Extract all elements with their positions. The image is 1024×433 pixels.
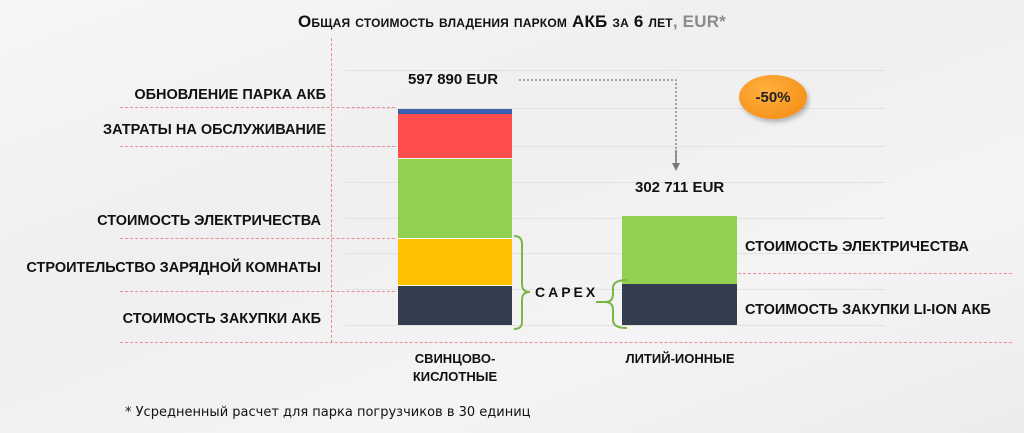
gridline — [345, 146, 885, 147]
footnote: * Усредненный расчет для парка погрузчик… — [125, 405, 531, 420]
gridline — [345, 253, 885, 254]
bar-segment-battery-renewal — [398, 109, 512, 114]
capex-label: CAPEX — [535, 284, 599, 300]
gridline — [345, 218, 885, 219]
total-lead-acid: 597 890 EUR — [408, 71, 499, 88]
separator-line — [120, 238, 395, 239]
category-lead-acid: СВИНЦОВО- КИСЛОТНЫЕ — [400, 350, 510, 386]
bar-segment-battery-purchase — [398, 286, 512, 325]
separator-line — [120, 146, 395, 147]
label-electricity: СТОИМОСТЬ ЭЛЕКТРИЧЕСТВА — [97, 213, 321, 229]
vertical-guide-line — [331, 38, 332, 343]
bar-segment-electricity — [622, 216, 737, 284]
separator-line — [738, 273, 1012, 274]
gridline — [345, 182, 885, 183]
gridline — [345, 108, 885, 109]
capex-bracket-right — [604, 279, 628, 329]
label-charging-room: СТРОИТЕЛЬСТВО ЗАРЯДНОЙ КОМНАТЫ — [26, 260, 321, 276]
dotted-arrow-icon — [519, 79, 680, 171]
label-maintenance: ЗАТРАТЫ НА ОБСЛУЖИВАНИЕ — [102, 122, 326, 138]
category-li-ion: ЛИТИЙ-ИОННЫЕ — [625, 351, 735, 366]
capex-bracket-left — [513, 235, 531, 330]
category-lead-acid-line1: СВИНЦОВО- — [414, 351, 496, 366]
gridline — [345, 70, 885, 71]
baseline-separator-line — [120, 342, 1012, 343]
bar-segment-maintenance — [398, 114, 512, 158]
bar-segment-charging-room — [398, 238, 512, 286]
chart-title-unit: , EUR* — [672, 12, 726, 31]
gridline — [345, 289, 885, 290]
label-battery-purchase: СТОИМОСТЬ ЗАКУПКИ АКБ — [122, 311, 321, 327]
label-battery-renewal: ОБНОВЛЕНИЕ ПАРКА АКБ — [134, 87, 326, 103]
separator-line — [120, 107, 395, 108]
chart-title-main: Общая стоимость владения парком АКБ за 6… — [298, 12, 673, 31]
chart-title: Общая стоимость владения парком АКБ за 6… — [0, 12, 1024, 32]
label-li-ion-purchase: СТОИМОСТЬ ЗАКУПКИ LI-ION АКБ — [745, 302, 991, 318]
label-li-ion-electricity: СТОИМОСТЬ ЭЛЕКТРИЧЕСТВА — [745, 239, 969, 255]
bar-segment-electricity — [398, 158, 512, 238]
separator-line — [120, 291, 395, 292]
reduction-badge: -50% — [739, 75, 807, 119]
bar-segment-li-ion-purchase — [622, 284, 737, 325]
category-lead-acid-line2: КИСЛОТНЫЕ — [412, 369, 498, 384]
total-li-ion: 302 711 EUR — [635, 179, 725, 196]
